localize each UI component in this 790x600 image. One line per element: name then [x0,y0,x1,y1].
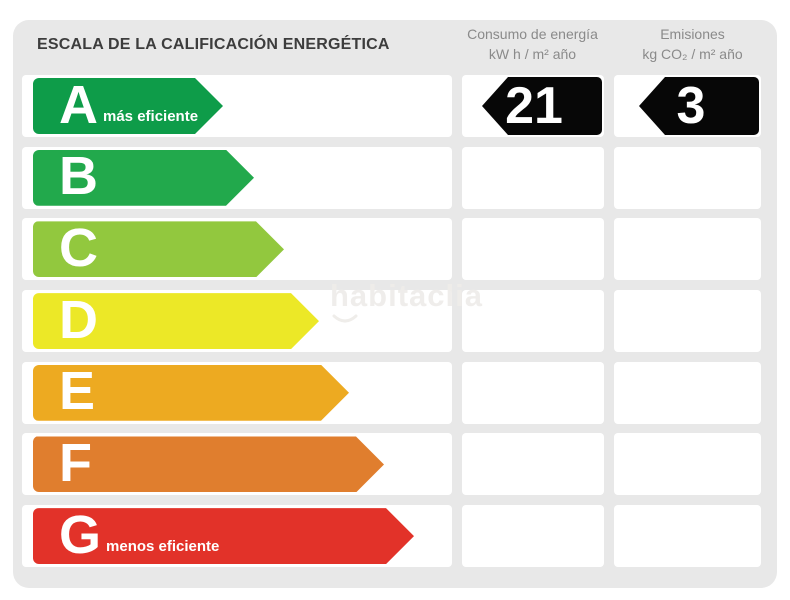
emissions-cell [614,290,761,353]
rating-arrow: E [33,365,349,421]
watermark-swoosh-icon [332,314,358,323]
rating-row-g: G menos eficiente [22,505,761,568]
emissions-cell [614,146,761,209]
emissions-cell [614,505,761,568]
scale-cell: E [22,361,452,424]
scale-cell: F [22,433,452,496]
rating-row-e: E [22,361,761,424]
page-title: ESCALA DE LA CALIFICACIÓN ENERGÉTICA [37,36,390,53]
rating-arrow: F [33,436,384,492]
consumption-cell [462,433,604,496]
rating-row-c: C [22,218,761,281]
scale-cell: D [22,290,452,353]
consumption-column-header: Consumo de energía kW h / m² año [440,24,625,64]
efficiency-note: menos eficiente [106,538,220,556]
consumption-cell: 21 [462,75,604,137]
rating-arrow: A más eficiente [33,78,223,134]
watermark-text: habitaclia [330,278,483,313]
energy-panel: ESCALA DE LA CALIFICACIÓN ENERGÉTICA Con… [13,20,777,588]
grade-letter: B [59,146,98,207]
rating-row-b: B [22,146,761,209]
consumption-cell [462,361,604,424]
rating-arrow: D [33,293,319,349]
rating-arrow: C [33,221,284,277]
grade-letter: F [59,432,92,493]
scale-cell: B [22,146,452,209]
grade-letter: C [59,217,98,278]
consumption-header-line2: kW h / m² año [488,46,577,62]
emissions-column-header: Emisiones kg CO₂ / m² año [605,24,780,64]
emissions-header-line1: Emisiones [660,26,725,42]
efficiency-note: más eficiente [103,108,199,125]
grade-letter: A [59,74,98,135]
consumption-cell [462,218,604,281]
consumption-badge: 21 [482,77,602,135]
emissions-badge: 3 [639,77,759,135]
scale-cell: A más eficiente [22,75,452,137]
consumption-cell [462,505,604,568]
scale-cell: C [22,218,452,281]
rating-row-a: A más eficiente 21 3 [22,75,761,137]
grade-letter: G [59,504,102,565]
consumption-cell [462,290,604,353]
grade-letter: D [59,289,98,350]
emissions-cell [614,433,761,496]
consumption-cell [462,146,604,209]
consumption-header-line1: Consumo de energía [467,26,598,42]
rating-rows: A más eficiente 21 3 B C [22,75,761,568]
emissions-cell [614,361,761,424]
rating-row-f: F [22,433,761,496]
rating-arrow: G menos eficiente [33,508,414,564]
grade-letter: E [59,361,96,422]
emissions-cell [614,218,761,281]
rating-arrow: B [33,150,254,206]
emissions-header-line2: kg CO₂ / m² año [642,46,743,62]
emissions-cell: 3 [614,75,761,137]
rating-row-d: D [22,290,761,353]
scale-cell: G menos eficiente [22,505,452,568]
